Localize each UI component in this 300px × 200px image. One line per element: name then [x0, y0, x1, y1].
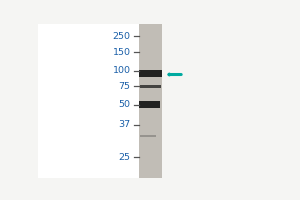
Bar — [140, 135, 156, 137]
Bar — [38, 24, 139, 178]
Text: 250: 250 — [112, 32, 130, 41]
Bar — [139, 101, 160, 108]
Bar — [139, 24, 162, 178]
Text: 25: 25 — [118, 153, 130, 162]
Text: 100: 100 — [112, 66, 130, 75]
Bar — [139, 70, 162, 77]
Bar — [140, 85, 161, 88]
Text: 37: 37 — [118, 120, 130, 129]
Text: 150: 150 — [112, 48, 130, 57]
Text: 75: 75 — [118, 82, 130, 91]
Text: 50: 50 — [118, 100, 130, 109]
